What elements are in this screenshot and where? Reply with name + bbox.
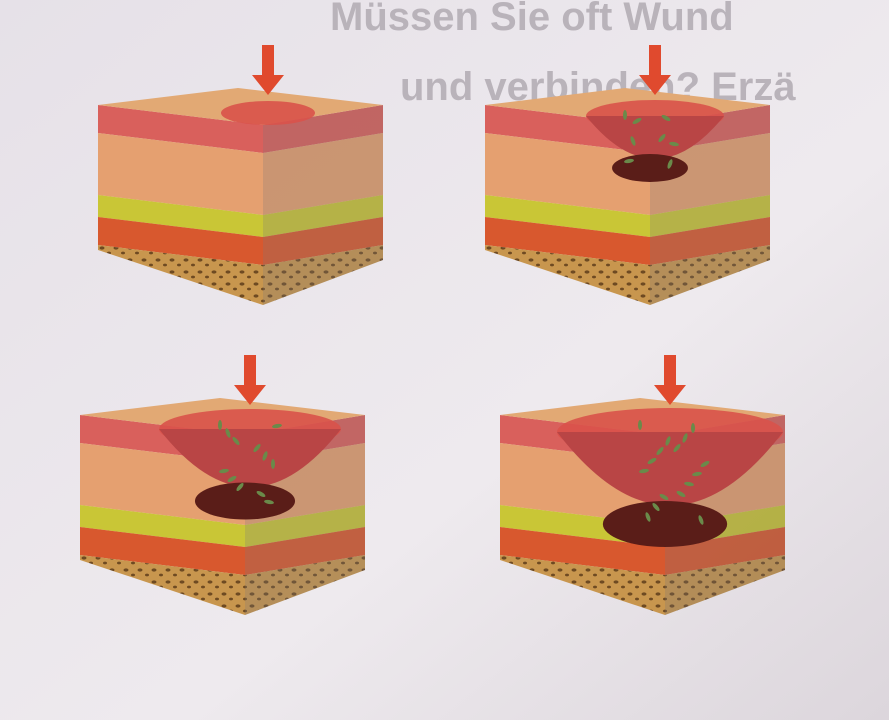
bacteria (684, 481, 694, 487)
wound-cavity (557, 432, 783, 506)
skin-block (98, 45, 383, 305)
bacteria (700, 460, 710, 468)
tissue-layer (98, 133, 263, 215)
tissue-layer (650, 195, 770, 237)
bacteria (262, 451, 268, 461)
tissue-layer (80, 555, 245, 615)
tissue-layer (98, 195, 263, 237)
tissue-layer (485, 245, 650, 305)
bacteria (676, 490, 686, 498)
bacteria (656, 446, 664, 456)
bacteria (652, 502, 660, 512)
bacteria (253, 443, 261, 453)
bacteria (639, 468, 649, 474)
arrow (639, 45, 671, 95)
tissue-layer (485, 133, 650, 215)
shade (263, 105, 383, 305)
bacteria (691, 423, 695, 433)
skin-block (500, 355, 785, 615)
bacteria (256, 490, 266, 498)
illustrations (80, 45, 785, 615)
tissue-layer (263, 245, 383, 305)
wound (221, 101, 315, 125)
bacteria (632, 117, 642, 125)
bacteria (218, 420, 222, 430)
bacteria (219, 468, 229, 474)
shade (650, 105, 770, 305)
tissue-layer (665, 527, 785, 575)
bacteria (669, 141, 679, 147)
tissue-layer (80, 505, 245, 547)
bacteria (232, 436, 240, 446)
bacteria (692, 471, 702, 477)
bacteria (264, 499, 274, 505)
bacteria (682, 433, 688, 443)
bacteria (630, 136, 636, 146)
wound-base (602, 501, 728, 547)
bacteria (638, 420, 642, 430)
bacteria (698, 515, 704, 525)
tissue-layer (485, 105, 650, 153)
tissue-layer (650, 133, 770, 215)
arrow (252, 45, 284, 95)
tissue-layer (98, 105, 263, 153)
bacteria (658, 133, 666, 143)
bacteria (271, 459, 275, 469)
wound-base (194, 482, 296, 520)
tissue-layer (263, 195, 383, 237)
tissue-layer (263, 105, 383, 153)
tissue-layer (665, 555, 785, 615)
skin-block (485, 45, 770, 305)
wound-cavity (586, 116, 724, 159)
bacteria (661, 114, 671, 122)
bacteria (236, 482, 244, 492)
bacteria (645, 512, 651, 522)
tissue-layer (650, 245, 770, 305)
bacteria (225, 428, 231, 438)
bacteria (647, 457, 657, 465)
tissue-layer (485, 217, 650, 265)
tissue-layer (245, 555, 365, 615)
arrow (654, 355, 686, 405)
tissue-layer (500, 555, 665, 615)
wound-base (612, 154, 688, 182)
bacteria (227, 475, 237, 483)
show-through-text: Müssen Sie oft Wund (330, 0, 734, 39)
bacteria (673, 443, 681, 453)
bacteria (665, 436, 671, 446)
tissue-layer (500, 527, 665, 575)
tissue-layer (98, 245, 263, 305)
tissue-layer (263, 217, 383, 265)
tissue-layer (650, 217, 770, 265)
tissue-layer (485, 195, 650, 237)
bacteria (624, 158, 634, 164)
tissue-layer (263, 133, 383, 215)
tissue-layer (245, 527, 365, 575)
arrow (234, 355, 266, 405)
bacteria (659, 493, 669, 501)
bacteria (667, 159, 673, 169)
tissue-layer (80, 527, 245, 575)
bacteria (623, 110, 627, 120)
skin-block (80, 355, 365, 615)
tissue-layer (245, 505, 365, 547)
bacteria (272, 423, 282, 429)
tissue-layer (98, 217, 263, 265)
wound-cavity (159, 429, 341, 488)
